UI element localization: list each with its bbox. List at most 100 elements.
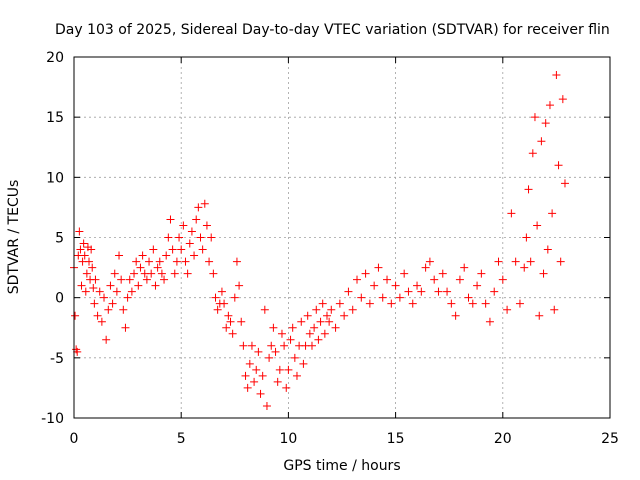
data-point [153,263,162,272]
data-point [183,269,192,278]
y-tick-label: 15 [46,110,64,126]
data-point [71,311,80,320]
data-point [537,137,546,146]
data-point [87,245,96,254]
data-point [81,287,90,296]
data-point [198,245,207,254]
data-point [552,71,561,80]
data-point [130,269,139,278]
data-point [102,335,111,344]
data-point [325,317,334,326]
data-point [112,287,121,296]
data-point [226,317,235,326]
data-point [477,269,486,278]
data-point [299,359,308,368]
data-point [481,299,490,308]
data-point [282,383,291,392]
y-tick-label: -10 [41,411,64,427]
data-point [162,251,171,260]
data-point [79,239,88,248]
data-point [134,281,143,290]
data-point [80,251,89,260]
x-axis: 0 5 10 15 20 25 [70,57,619,447]
data-point [322,311,331,320]
data-point [438,269,447,278]
data-point [353,275,362,284]
data-point [145,257,154,266]
data-point [211,293,220,302]
data-point [239,341,248,350]
data-point [252,365,261,374]
data-point [430,275,439,284]
data-point [391,281,400,290]
data-point [404,287,413,296]
chart-title: Day 103 of 2025, Sidereal Day-to-day VTE… [55,22,610,38]
data-point [284,365,293,374]
data-point [127,287,136,296]
data-point [357,293,366,302]
data-point [260,305,269,314]
data-point [121,323,130,332]
y-tick-label: -5 [50,351,64,367]
data-point [387,299,396,308]
data-point [115,251,124,260]
data-point [220,299,229,308]
data-point [179,221,188,230]
data-point [533,221,542,230]
data-point [265,353,274,362]
data-point [119,305,128,314]
data-point [91,275,100,284]
data-point [262,401,271,410]
data-point [530,113,539,122]
data-point [258,371,267,380]
data-point [75,227,84,236]
data-point [237,317,246,326]
data-point [108,299,117,308]
data-point [110,269,119,278]
data-point [511,257,520,266]
data-point [290,353,299,362]
data-point [395,293,404,302]
data-point [89,284,98,293]
data-point [151,281,160,290]
data-point [526,257,535,266]
data-point [170,269,179,278]
data-point [548,209,557,218]
data-point [269,323,278,332]
y-tick-label: 20 [46,50,64,66]
data-point [316,317,325,326]
data-point [550,305,559,314]
data-point [117,275,126,284]
x-axis-title: GPS time / hours [283,458,400,474]
data-point [241,371,250,380]
data-point [421,263,430,272]
data-point [235,281,244,290]
data-point [535,311,544,320]
data-point [224,311,233,320]
data-point [136,263,145,272]
data-point [327,305,336,314]
data-point [73,347,82,356]
data-point [344,287,353,296]
data-point [320,329,329,338]
data-point [307,341,316,350]
data-point [76,245,85,254]
data-point [297,317,306,326]
data-point [365,299,374,308]
data-point [417,287,426,296]
data-point [93,311,102,320]
data-point [95,287,104,296]
gridlines [74,57,610,418]
x-tick-label: 5 [177,431,186,447]
data-point [280,341,289,350]
data-point [524,185,533,194]
data-point [196,233,205,242]
data-point [200,199,209,208]
x-tick-label: 20 [494,431,512,447]
data-point [383,275,392,284]
data-point [155,257,164,266]
data-point [494,257,503,266]
data-point [250,377,259,386]
data-point [187,227,196,236]
